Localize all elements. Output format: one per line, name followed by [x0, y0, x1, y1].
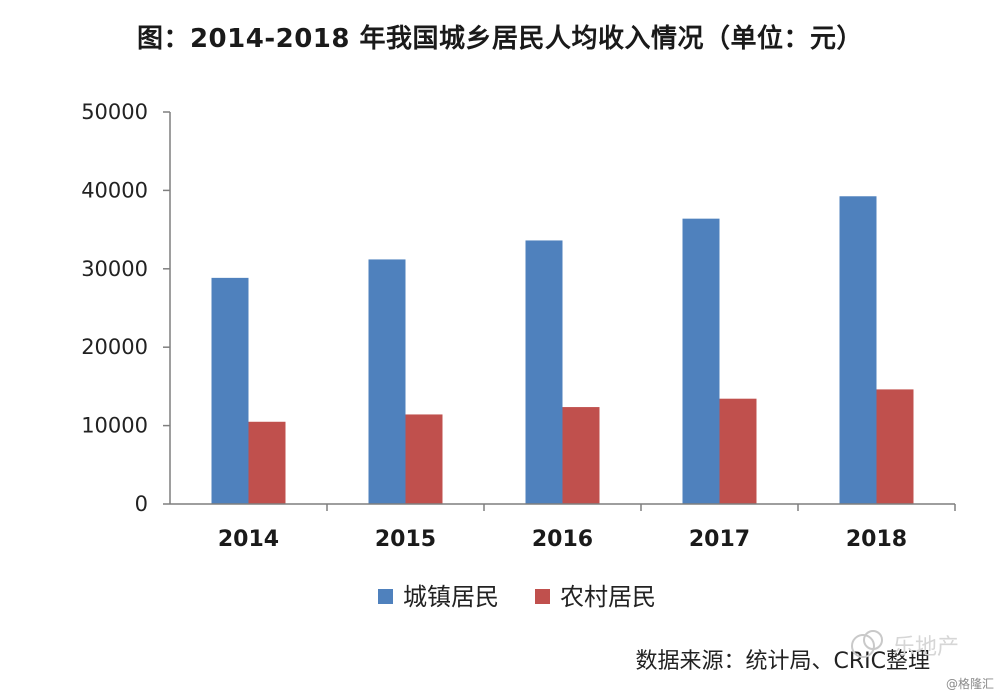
bar-rural-2014 [248, 421, 286, 504]
bar-urban-2015 [368, 259, 406, 504]
x-tick-label: 2014 [218, 527, 279, 552]
bar-rural-2017 [719, 398, 757, 504]
bar-urban-2016 [525, 240, 563, 504]
watermark: @格隆汇 [945, 677, 994, 691]
y-tick-label: 0 [135, 492, 148, 516]
source-note: 数据来源：统计局、CRIC整理 [635, 649, 931, 674]
chart-title: 图：2014-2018 年我国城乡居民人均收入情况（单位：元） [136, 24, 864, 54]
x-tick-label: 2017 [689, 527, 750, 552]
svg-text:乐地产: 乐地产 [893, 635, 959, 660]
x-tick-label: 2018 [846, 527, 907, 552]
legend-label: 农村居民 [560, 583, 656, 611]
bar-rural-2015 [405, 414, 443, 504]
y-tick-label: 20000 [81, 335, 148, 359]
axes-group: 0 10000 20000 30000 40000 50000 2014 2015 2016 20… [81, 100, 956, 552]
x-tick-label: 2016 [532, 527, 593, 552]
legend-label: 城镇居民 [403, 583, 499, 611]
bar-rural-2018 [876, 389, 914, 504]
legend-swatch [378, 589, 393, 604]
bar-rural-2016 [562, 407, 600, 504]
wechat-watermark-icon: 乐地产 [851, 630, 959, 660]
legend: 城镇居民 农村居民 [378, 583, 656, 611]
y-tick-label: 10000 [81, 414, 148, 438]
x-tick-label: 2015 [375, 527, 436, 552]
bar-urban-2014 [211, 277, 249, 504]
y-tick-label: 40000 [81, 178, 148, 202]
y-tick-label: 50000 [81, 100, 148, 124]
bar-urban-2018 [839, 196, 877, 504]
bars-group [211, 196, 914, 504]
legend-swatch [535, 589, 550, 604]
y-tick-label: 30000 [81, 257, 148, 281]
bar-urban-2017 [682, 218, 720, 504]
